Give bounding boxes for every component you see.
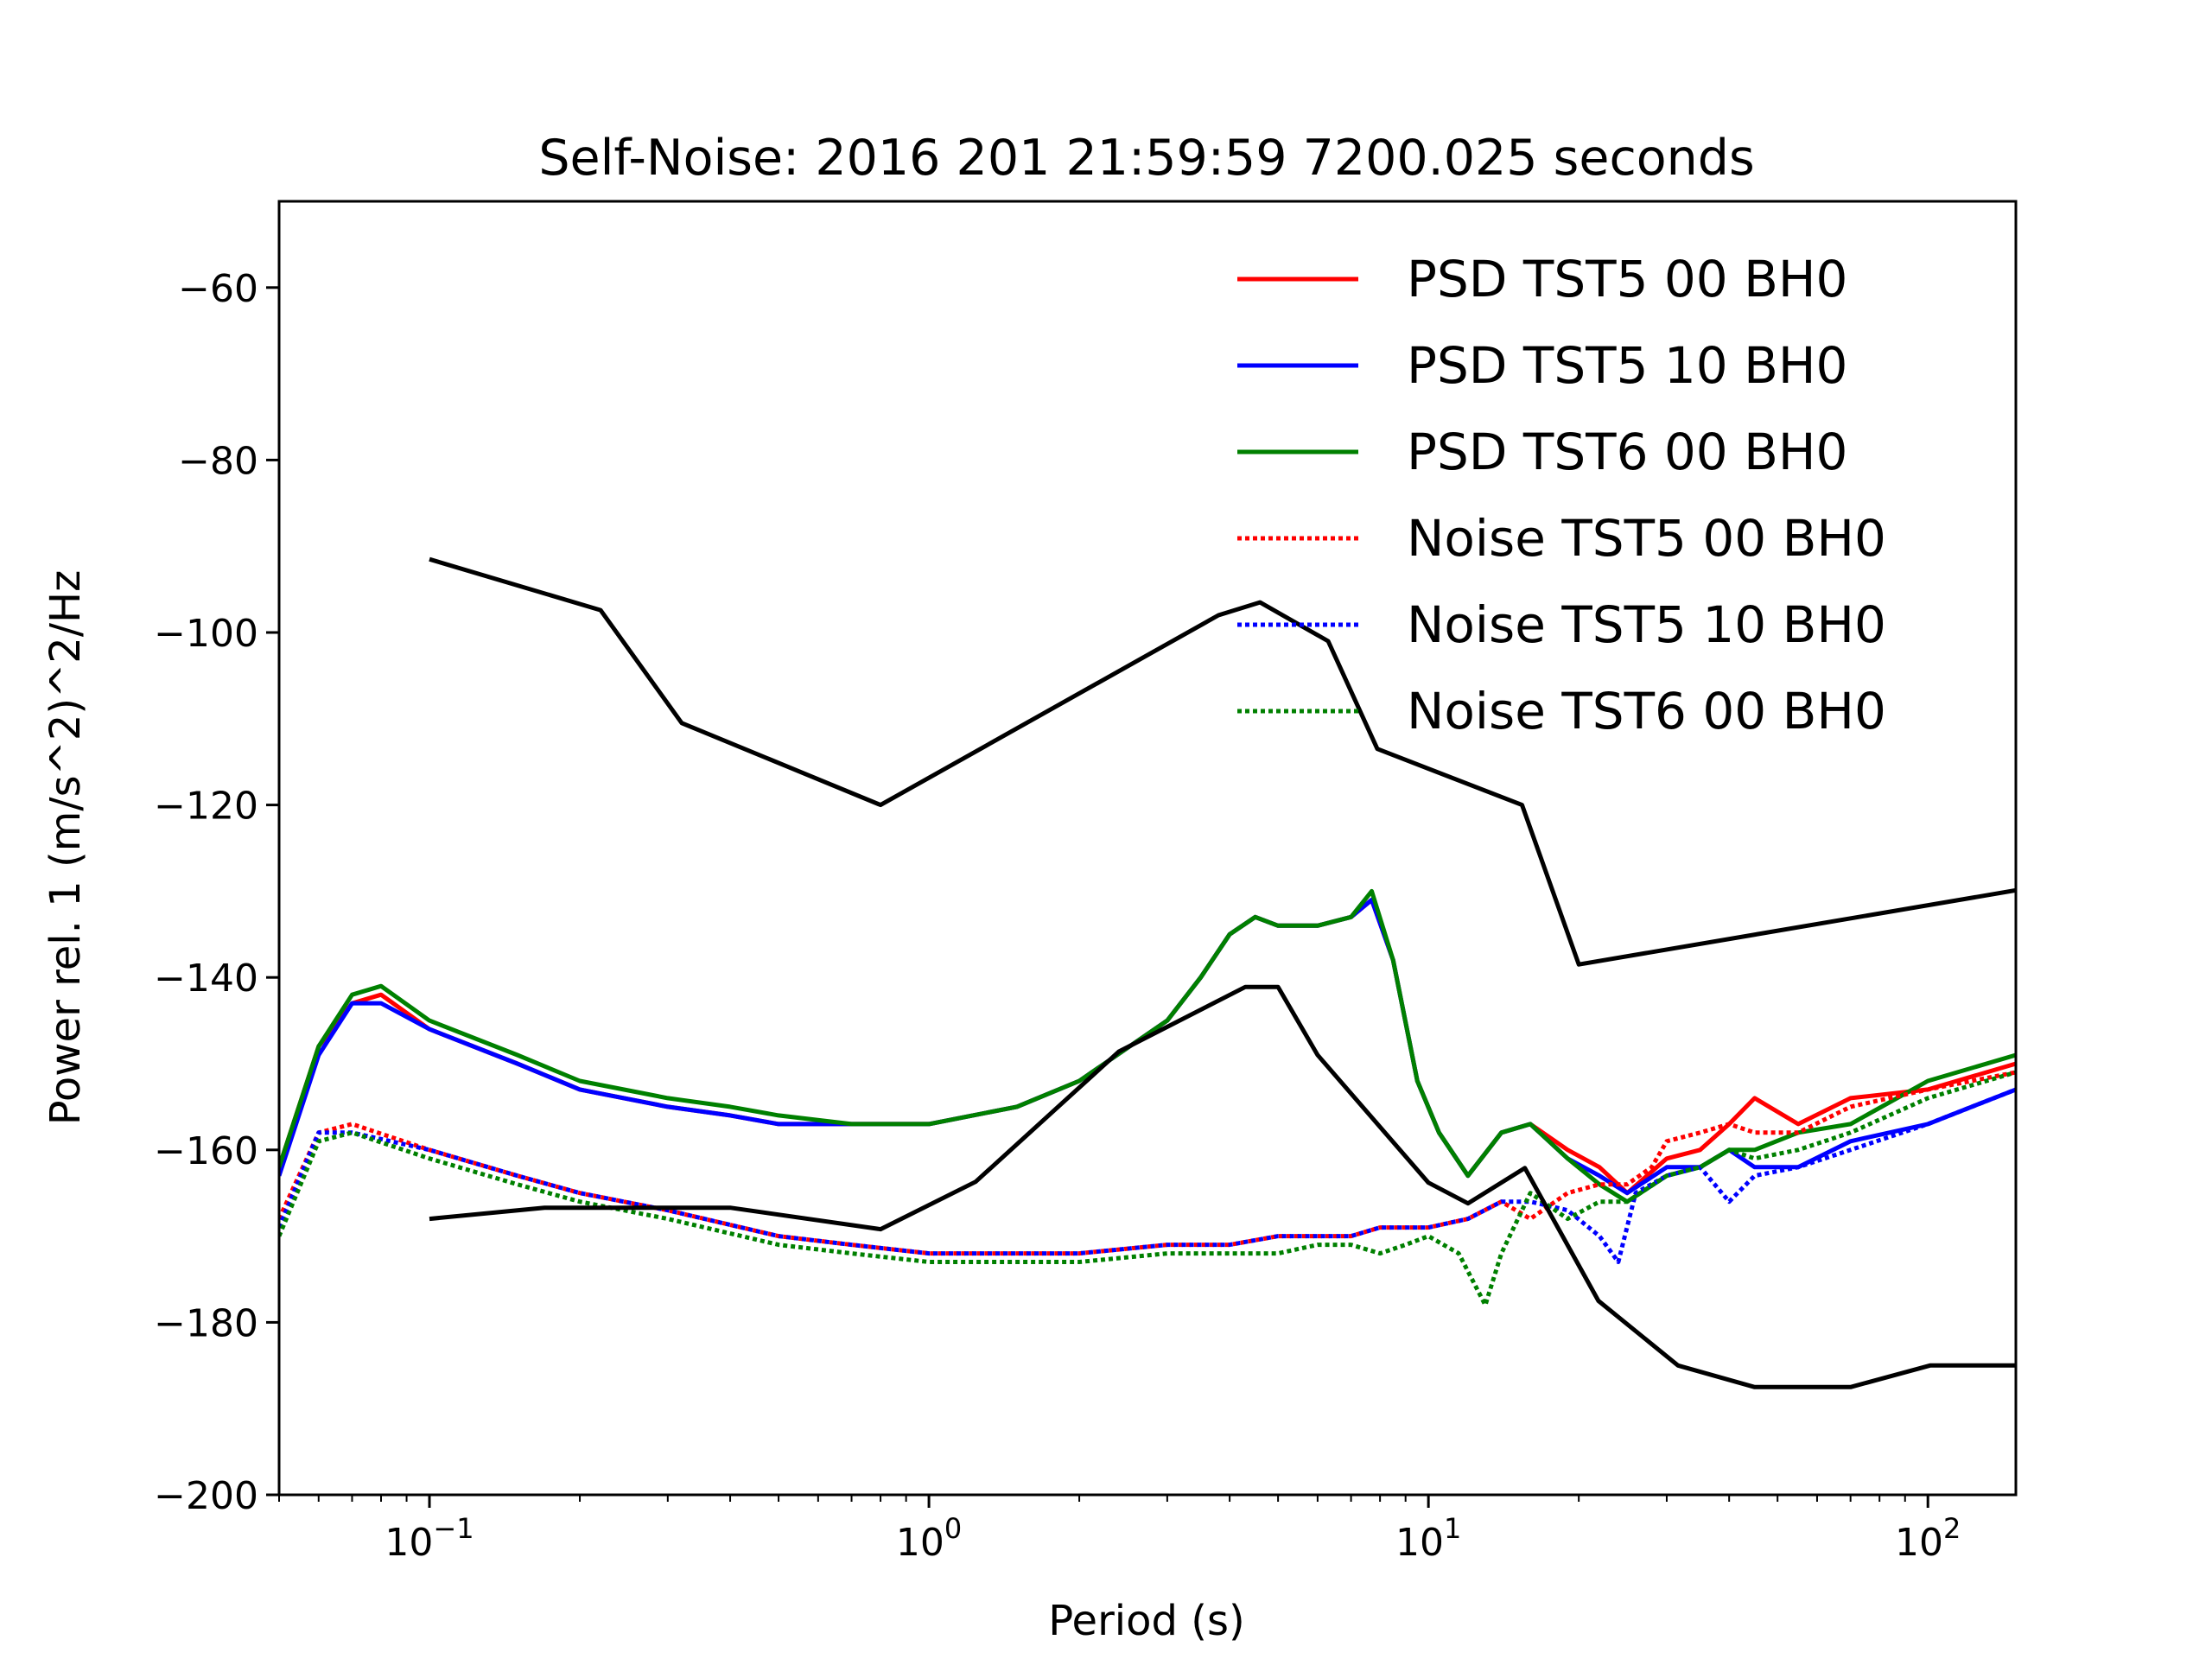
x-tick-label: 101 [1395, 1512, 1461, 1565]
x-axis-label: Period (s) [1048, 1597, 1244, 1645]
reference-line-2 [429, 984, 2016, 1389]
x-axis: 10−1 100 101 102 [278, 1495, 1961, 1565]
y-axis-label: Power rel. 1 (m/s^2)^2/Hz [41, 570, 90, 1126]
plot-frame [277, 200, 2018, 1497]
y-tick-label: −100 [154, 612, 258, 656]
y-tick-label: −200 [154, 1474, 258, 1518]
y-tick-label: −140 [154, 957, 258, 1001]
series-line-noise-tst6-00-bh0 [279, 1070, 2016, 1307]
series-line-noise-tst5-10-bh0 [279, 1087, 2016, 1264]
y-tick-label: −80 [178, 439, 258, 483]
chart-title: Self-Noise: 2016 201 21:59:59 7200.025 s… [538, 130, 1754, 187]
y-tick-label: −60 [178, 267, 258, 311]
series-line-noise-tst5-00-bh0 [279, 1070, 2016, 1256]
series-layer [279, 556, 2016, 1389]
legend-label: PSD TST5 00 BH0 [1407, 250, 1847, 308]
x-tick-label: 102 [1895, 1512, 1961, 1565]
legend-label: Noise TST5 00 BH0 [1407, 509, 1886, 568]
x-tick-label: 10−1 [385, 1512, 474, 1565]
y-tick-label: −180 [154, 1301, 258, 1345]
y-axis: −200 −180 −160 −140 −120 −100 −80 −60 [154, 267, 279, 1518]
legend: PSD TST5 00 BH0 PSD TST5 10 BH0 PSD TST6 0… [1237, 250, 1886, 741]
legend-label: PSD TST5 10 BH0 [1407, 336, 1847, 395]
x-tick-label: 100 [896, 1512, 962, 1565]
legend-label: Noise TST5 10 BH0 [1407, 595, 1886, 654]
y-tick-label: −160 [154, 1129, 258, 1173]
legend-label: PSD TST6 00 BH0 [1407, 423, 1847, 481]
y-tick-label: −120 [154, 785, 258, 829]
legend-label: Noise TST6 00 BH0 [1407, 682, 1886, 741]
reference-line-1 [429, 556, 2016, 967]
